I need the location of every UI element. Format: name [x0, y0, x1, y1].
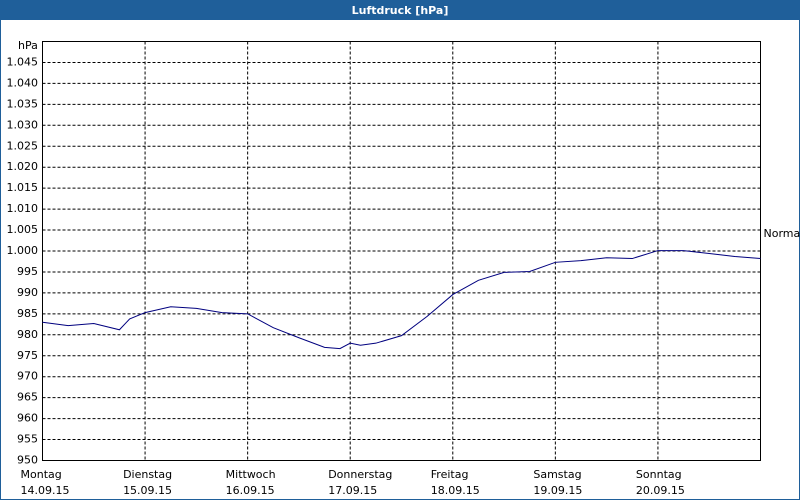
y-tick-label: 985 [17, 307, 38, 320]
x-tick-label: Samstag [533, 468, 581, 481]
x-tick-date: 15.09.15 [123, 484, 172, 497]
y-tick-label: 980 [17, 328, 38, 341]
y-unit: hPa [18, 39, 38, 52]
data-line [42, 250, 761, 350]
reference-label: Normal [764, 227, 800, 240]
y-tick-label: 1.005 [7, 223, 39, 236]
x-tick-date: 19.09.15 [533, 484, 582, 497]
x-tick-label: Donnerstag [328, 468, 392, 481]
x-tick-label: Dienstag [123, 468, 172, 481]
chart-title: Luftdruck [hPa] [352, 4, 449, 17]
y-tick-label: 970 [17, 370, 38, 383]
y-tick-label: 1.010 [7, 202, 39, 215]
x-tick-date: 20.09.15 [636, 484, 685, 497]
y-tick-label: 995 [17, 265, 38, 278]
y-tick-label: 975 [17, 349, 38, 362]
x-tick-label: Montag [21, 468, 62, 481]
y-tick-label: 960 [17, 412, 38, 425]
y-tick-label: 1.015 [7, 181, 39, 194]
x-tick-date: 16.09.15 [226, 484, 275, 497]
x-tick-date: 17.09.15 [328, 484, 377, 497]
y-tick-label: 990 [17, 286, 38, 299]
y-tick-label: 1.030 [7, 118, 39, 131]
y-tick-label: 1.035 [7, 97, 39, 110]
y-tick-label: 965 [17, 391, 38, 404]
x-tick-date: 14.09.15 [21, 484, 70, 497]
x-tick-label: Sonntag [636, 468, 682, 481]
x-tick-label: Mittwoch [226, 468, 276, 481]
title-bar [0, 0, 800, 20]
y-tick-label: 1.040 [7, 76, 39, 89]
x-tick-label: Freitag [431, 468, 469, 481]
y-tick-label: 1.045 [7, 55, 39, 68]
y-tick-label: 1.025 [7, 139, 39, 152]
y-tick-label: 950 [17, 454, 38, 467]
y-tick-label: 1.000 [7, 244, 39, 257]
y-tick-label: 1.020 [7, 160, 39, 173]
y-tick-label: 955 [17, 433, 38, 446]
x-tick-date: 18.09.15 [431, 484, 480, 497]
